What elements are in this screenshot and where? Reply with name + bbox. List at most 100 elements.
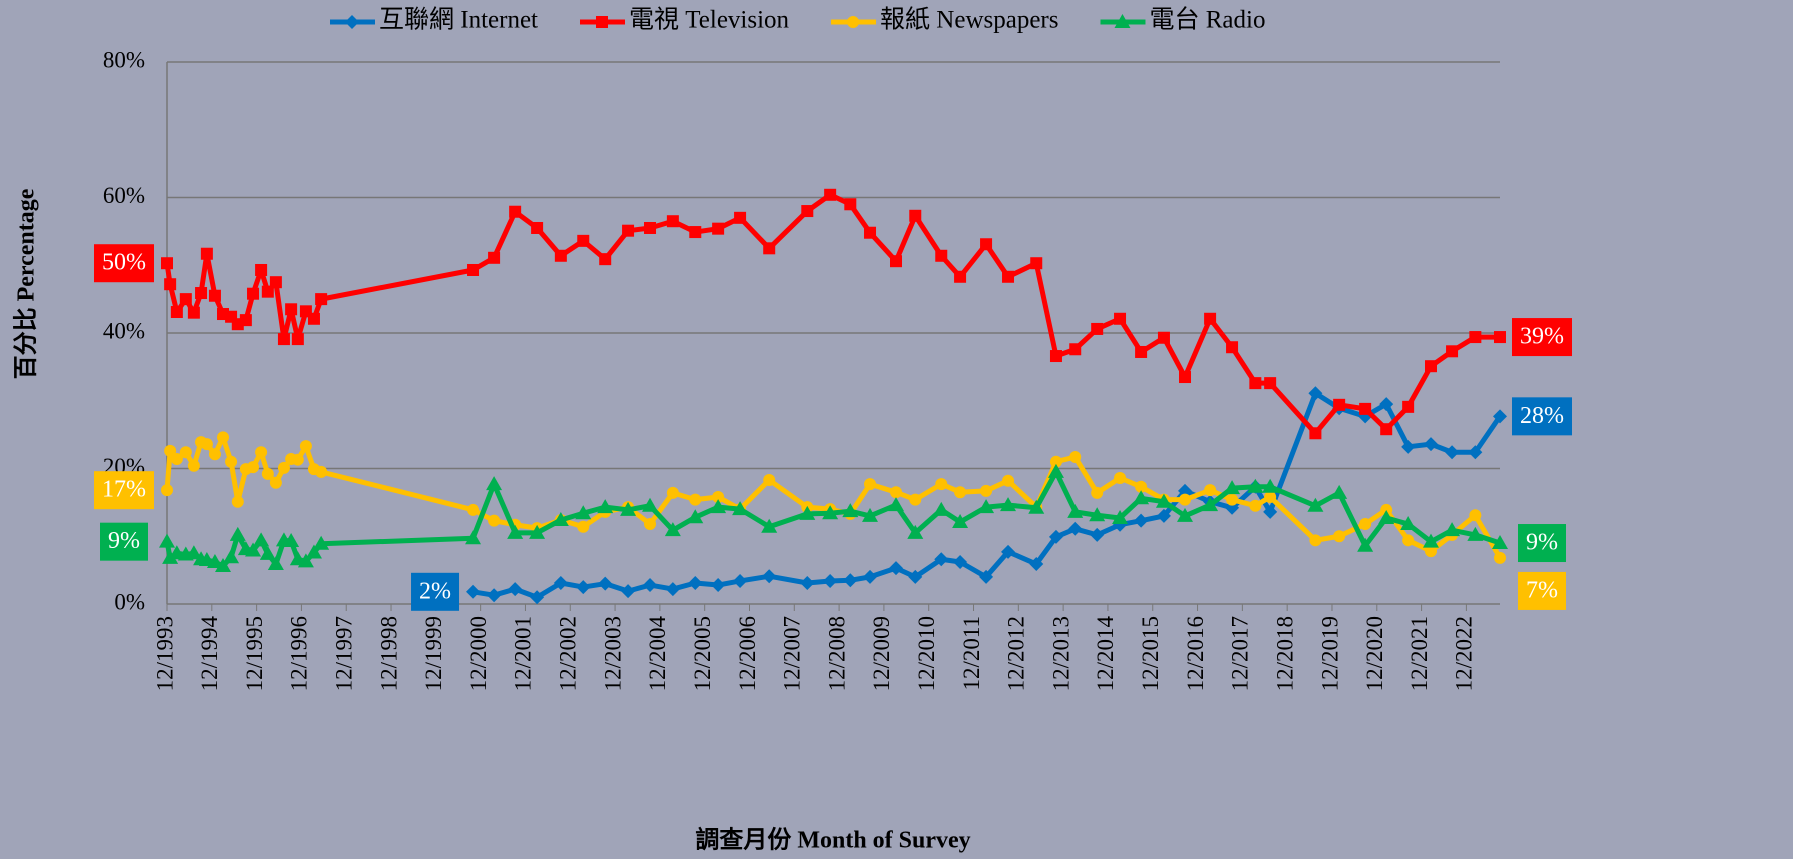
- marker: [1378, 509, 1395, 524]
- marker: [954, 270, 967, 283]
- marker: [1333, 398, 1346, 411]
- x-tick-label: 12/2007: [780, 616, 805, 691]
- marker: [575, 505, 592, 520]
- marker: [291, 333, 304, 346]
- y-tick-label: 80%: [103, 47, 145, 72]
- marker: [1049, 350, 1062, 363]
- marker: [642, 497, 659, 512]
- x-axis-title: 調查月份 Month of Survey: [695, 826, 970, 854]
- marker: [487, 588, 502, 603]
- marker: [529, 524, 546, 539]
- marker: [935, 478, 948, 491]
- marker: [530, 590, 545, 605]
- marker: [215, 558, 232, 573]
- marker: [1333, 530, 1346, 543]
- marker: [666, 486, 679, 499]
- end-label: 7%: [1518, 571, 1566, 610]
- marker: [734, 211, 747, 224]
- marker: [599, 253, 612, 266]
- marker: [269, 276, 282, 289]
- x-tick-label: 12/1997: [332, 616, 357, 691]
- marker: [488, 251, 501, 264]
- marker: [486, 476, 503, 491]
- marker: [597, 499, 614, 514]
- marker: [507, 524, 524, 539]
- marker: [467, 503, 480, 516]
- end-label: 39%: [1512, 318, 1572, 357]
- marker: [1262, 478, 1279, 493]
- marker: [822, 505, 839, 520]
- marker: [1494, 331, 1506, 344]
- end-label-text: 7%: [1526, 577, 1558, 603]
- legend-marker: [847, 16, 860, 28]
- marker: [1263, 504, 1278, 519]
- legend-label: 電台 Radio: [1149, 6, 1265, 34]
- marker: [1089, 507, 1106, 522]
- x-tick-label: 12/2022: [1452, 616, 1477, 691]
- x-tick-label: 12/2009: [869, 616, 894, 691]
- marker: [1179, 371, 1192, 384]
- label-box: [94, 471, 154, 510]
- marker: [1494, 551, 1506, 564]
- marker: [200, 247, 213, 260]
- x-tick-label: 12/2008: [824, 616, 849, 691]
- marker: [1114, 312, 1127, 325]
- marker: [907, 524, 924, 539]
- marker: [890, 255, 903, 268]
- marker: [1067, 503, 1084, 518]
- marker: [577, 520, 590, 533]
- x-tick-label: 12/2017: [1228, 616, 1253, 691]
- marker: [1068, 521, 1083, 536]
- marker: [269, 476, 282, 489]
- marker: [261, 285, 274, 298]
- marker: [689, 226, 702, 239]
- end-label-text: 9%: [108, 528, 140, 554]
- legend-label: 互聯網 Internet: [379, 6, 538, 34]
- x-tick-label: 12/2016: [1183, 616, 1208, 691]
- marker: [1047, 463, 1064, 478]
- marker: [1069, 450, 1082, 463]
- marker: [712, 490, 725, 503]
- marker: [161, 257, 173, 270]
- marker: [267, 556, 284, 571]
- marker: [217, 431, 230, 444]
- label-box: [1512, 318, 1572, 357]
- marker: [954, 486, 967, 499]
- marker: [687, 509, 704, 524]
- end-label: 50%: [94, 244, 154, 283]
- marker: [1029, 557, 1044, 572]
- marker: [231, 495, 244, 508]
- marker: [200, 438, 213, 451]
- marker: [799, 505, 816, 520]
- marker: [763, 242, 776, 255]
- marker: [1048, 529, 1063, 544]
- marker: [842, 503, 859, 518]
- marker: [980, 238, 993, 251]
- x-tick-label: 12/2003: [600, 616, 625, 691]
- marker: [285, 303, 298, 316]
- marker: [1264, 490, 1277, 503]
- x-tick-label: 12/2012: [1004, 616, 1029, 691]
- marker: [1178, 483, 1193, 498]
- marker: [170, 453, 183, 466]
- marker: [1493, 409, 1507, 424]
- marker: [554, 249, 567, 262]
- x-tick-label: 12/2013: [1048, 616, 1073, 691]
- marker: [552, 511, 569, 526]
- marker: [1422, 533, 1439, 548]
- marker: [598, 576, 613, 591]
- x-tick-label: 12/2019: [1317, 616, 1342, 691]
- marker: [179, 446, 192, 459]
- marker: [621, 584, 636, 599]
- marker: [1177, 507, 1194, 522]
- marker: [1379, 397, 1394, 412]
- x-tick-label: 12/1998: [376, 616, 401, 691]
- marker: [1204, 312, 1217, 325]
- marker: [465, 530, 482, 545]
- marker: [1307, 497, 1324, 512]
- x-tick-label: 12/2006: [735, 616, 760, 691]
- marker: [466, 584, 481, 599]
- marker: [531, 221, 544, 234]
- marker: [223, 549, 240, 564]
